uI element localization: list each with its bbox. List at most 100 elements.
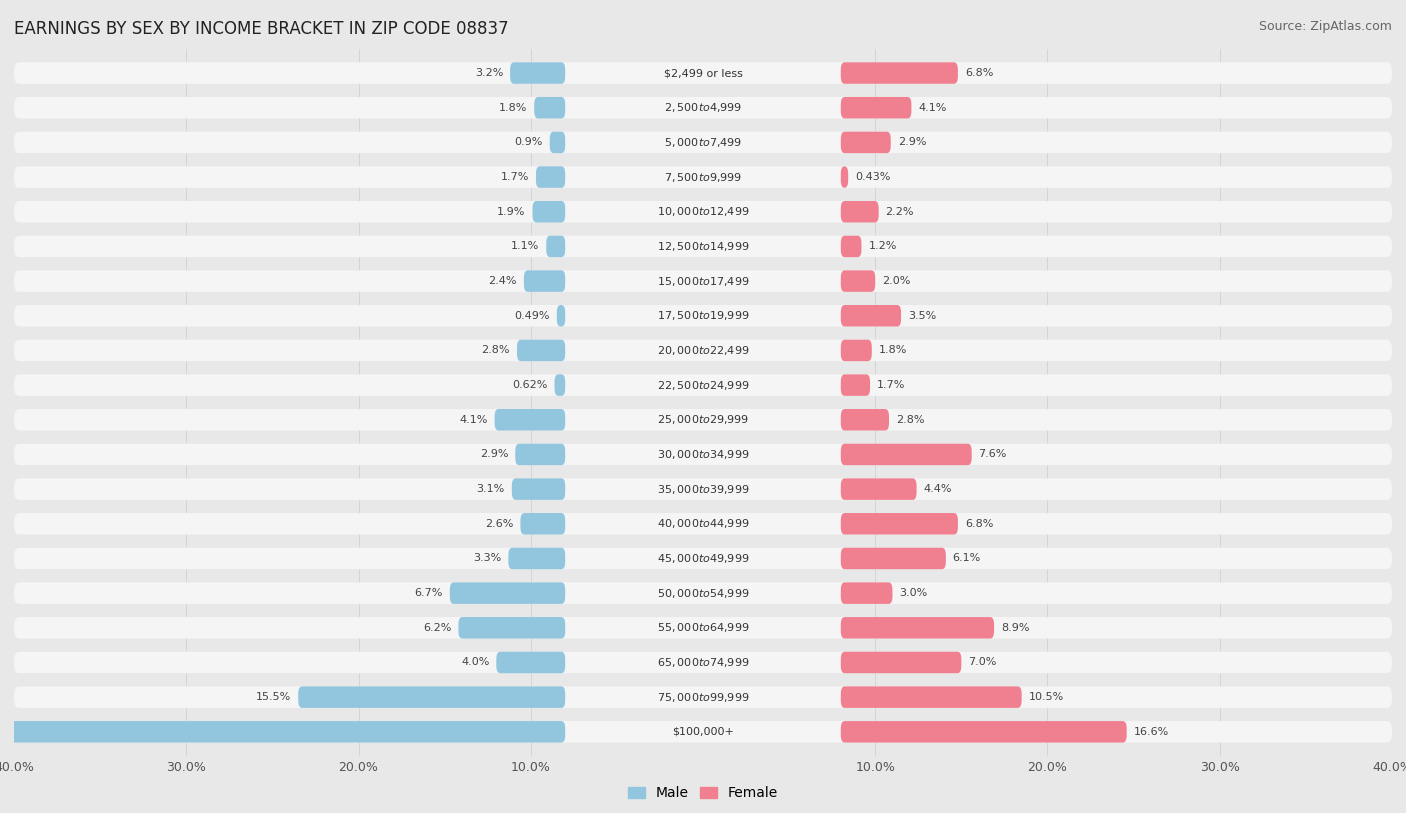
Text: 2.8%: 2.8% — [896, 415, 924, 424]
Text: 4.1%: 4.1% — [460, 415, 488, 424]
Text: $15,000 to $17,499: $15,000 to $17,499 — [657, 275, 749, 288]
Text: $35,000 to $39,999: $35,000 to $39,999 — [657, 483, 749, 496]
FancyBboxPatch shape — [14, 236, 1392, 257]
Text: 2.4%: 2.4% — [488, 276, 517, 286]
Text: 4.4%: 4.4% — [924, 484, 952, 494]
Text: $7,500 to $9,999: $7,500 to $9,999 — [664, 171, 742, 184]
Text: 1.1%: 1.1% — [512, 241, 540, 251]
FancyBboxPatch shape — [14, 97, 1392, 119]
FancyBboxPatch shape — [512, 478, 565, 500]
FancyBboxPatch shape — [841, 340, 872, 361]
Text: 4.1%: 4.1% — [918, 102, 946, 113]
FancyBboxPatch shape — [841, 271, 875, 292]
Text: $17,500 to $19,999: $17,500 to $19,999 — [657, 309, 749, 322]
FancyBboxPatch shape — [841, 444, 972, 465]
FancyBboxPatch shape — [841, 305, 901, 327]
Text: EARNINGS BY SEX BY INCOME BRACKET IN ZIP CODE 08837: EARNINGS BY SEX BY INCOME BRACKET IN ZIP… — [14, 20, 509, 38]
FancyBboxPatch shape — [450, 582, 565, 604]
Text: $20,000 to $22,499: $20,000 to $22,499 — [657, 344, 749, 357]
FancyBboxPatch shape — [510, 63, 565, 84]
FancyBboxPatch shape — [14, 167, 1392, 188]
Text: $55,000 to $64,999: $55,000 to $64,999 — [657, 621, 749, 634]
Text: $100,000+: $100,000+ — [672, 727, 734, 737]
Text: 7.0%: 7.0% — [969, 658, 997, 667]
Text: 1.2%: 1.2% — [869, 241, 897, 251]
Text: $65,000 to $74,999: $65,000 to $74,999 — [657, 656, 749, 669]
Text: 2.9%: 2.9% — [897, 137, 927, 147]
FancyBboxPatch shape — [550, 132, 565, 153]
FancyBboxPatch shape — [520, 513, 565, 534]
FancyBboxPatch shape — [14, 478, 1392, 500]
FancyBboxPatch shape — [496, 652, 565, 673]
Text: $5,000 to $7,499: $5,000 to $7,499 — [664, 136, 742, 149]
Text: 3.1%: 3.1% — [477, 484, 505, 494]
FancyBboxPatch shape — [841, 409, 889, 431]
FancyBboxPatch shape — [524, 271, 565, 292]
Text: 4.0%: 4.0% — [461, 658, 489, 667]
FancyBboxPatch shape — [841, 236, 862, 257]
Text: 16.6%: 16.6% — [1133, 727, 1168, 737]
FancyBboxPatch shape — [841, 513, 957, 534]
Text: 15.5%: 15.5% — [256, 692, 291, 702]
Text: 2.9%: 2.9% — [479, 450, 509, 459]
FancyBboxPatch shape — [14, 548, 1392, 569]
FancyBboxPatch shape — [14, 374, 1392, 396]
Text: 1.7%: 1.7% — [501, 172, 529, 182]
FancyBboxPatch shape — [14, 686, 1392, 708]
FancyBboxPatch shape — [841, 63, 957, 84]
FancyBboxPatch shape — [517, 340, 565, 361]
FancyBboxPatch shape — [536, 167, 565, 188]
FancyBboxPatch shape — [509, 548, 565, 569]
FancyBboxPatch shape — [554, 374, 565, 396]
Text: 1.9%: 1.9% — [498, 207, 526, 217]
FancyBboxPatch shape — [14, 721, 1392, 742]
Text: 8.9%: 8.9% — [1001, 623, 1029, 633]
Text: 1.8%: 1.8% — [879, 346, 907, 355]
Text: 2.0%: 2.0% — [882, 276, 911, 286]
Text: 1.7%: 1.7% — [877, 380, 905, 390]
FancyBboxPatch shape — [14, 652, 1392, 673]
FancyBboxPatch shape — [841, 97, 911, 119]
FancyBboxPatch shape — [841, 374, 870, 396]
Text: 2.6%: 2.6% — [485, 519, 513, 528]
Text: 10.5%: 10.5% — [1029, 692, 1064, 702]
Text: 6.8%: 6.8% — [965, 68, 993, 78]
Text: 0.49%: 0.49% — [515, 311, 550, 321]
FancyBboxPatch shape — [841, 582, 893, 604]
Legend: Male, Female: Male, Female — [623, 780, 783, 806]
Text: 1.8%: 1.8% — [499, 102, 527, 113]
FancyBboxPatch shape — [841, 201, 879, 223]
Text: 3.5%: 3.5% — [908, 311, 936, 321]
FancyBboxPatch shape — [14, 132, 1392, 153]
Text: 2.2%: 2.2% — [886, 207, 914, 217]
FancyBboxPatch shape — [515, 444, 565, 465]
FancyBboxPatch shape — [14, 305, 1392, 327]
FancyBboxPatch shape — [14, 409, 1392, 431]
Text: 3.2%: 3.2% — [475, 68, 503, 78]
Text: $75,000 to $99,999: $75,000 to $99,999 — [657, 691, 749, 703]
FancyBboxPatch shape — [298, 686, 565, 708]
FancyBboxPatch shape — [841, 132, 891, 153]
FancyBboxPatch shape — [14, 513, 1392, 534]
FancyBboxPatch shape — [14, 444, 1392, 465]
FancyBboxPatch shape — [0, 721, 565, 742]
Text: 3.3%: 3.3% — [474, 554, 502, 563]
Text: $40,000 to $44,999: $40,000 to $44,999 — [657, 517, 749, 530]
FancyBboxPatch shape — [841, 617, 994, 638]
FancyBboxPatch shape — [14, 582, 1392, 604]
Text: 6.1%: 6.1% — [953, 554, 981, 563]
Text: $2,499 or less: $2,499 or less — [664, 68, 742, 78]
FancyBboxPatch shape — [841, 652, 962, 673]
Text: $2,500 to $4,999: $2,500 to $4,999 — [664, 102, 742, 114]
Text: 7.6%: 7.6% — [979, 450, 1007, 459]
Text: 6.2%: 6.2% — [423, 623, 451, 633]
Text: Source: ZipAtlas.com: Source: ZipAtlas.com — [1258, 20, 1392, 33]
Text: $12,500 to $14,999: $12,500 to $14,999 — [657, 240, 749, 253]
FancyBboxPatch shape — [14, 340, 1392, 361]
Text: 6.8%: 6.8% — [965, 519, 993, 528]
Text: $50,000 to $54,999: $50,000 to $54,999 — [657, 587, 749, 600]
Text: $10,000 to $12,499: $10,000 to $12,499 — [657, 205, 749, 218]
FancyBboxPatch shape — [533, 201, 565, 223]
Text: $22,500 to $24,999: $22,500 to $24,999 — [657, 379, 749, 392]
FancyBboxPatch shape — [14, 201, 1392, 223]
